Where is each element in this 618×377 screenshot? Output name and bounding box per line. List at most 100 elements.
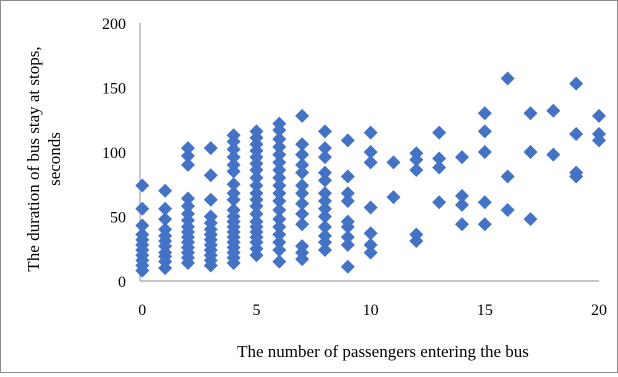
data-point <box>295 239 310 254</box>
data-point <box>180 199 195 214</box>
data-point <box>409 163 424 178</box>
data-point <box>295 186 310 201</box>
data-point <box>180 148 195 163</box>
data-points <box>135 71 606 278</box>
data-point <box>249 178 264 193</box>
y-axis-title-line-2: seconds <box>45 132 64 186</box>
data-point <box>295 196 310 211</box>
data-point <box>203 141 218 156</box>
data-point <box>295 157 310 172</box>
data-point <box>386 155 401 170</box>
data-point <box>523 145 538 159</box>
x-tick-label: 0 <box>138 302 146 319</box>
data-point <box>500 169 515 184</box>
data-point <box>203 168 218 183</box>
data-point <box>295 217 310 232</box>
data-point <box>317 228 332 243</box>
data-point <box>569 126 584 141</box>
data-point <box>272 178 287 193</box>
data-point <box>272 132 287 147</box>
data-point <box>272 147 287 162</box>
data-point <box>409 146 424 161</box>
data-point <box>317 150 332 165</box>
data-point <box>363 145 378 159</box>
data-point <box>180 206 195 221</box>
data-point <box>295 206 310 221</box>
data-point <box>272 227 287 242</box>
data-point <box>180 157 195 172</box>
data-point <box>249 124 264 139</box>
x-tick-label: 5 <box>252 302 260 319</box>
data-point <box>317 194 332 209</box>
data-point <box>546 147 561 162</box>
data-point <box>454 217 469 232</box>
data-point <box>272 243 287 258</box>
y-axis-title-line-1: The duration of bus stay at stops, <box>24 46 43 271</box>
data-point <box>295 165 310 180</box>
data-point <box>135 218 150 233</box>
y-tick-label: 200 <box>102 16 126 33</box>
data-point <box>477 217 492 232</box>
data-point <box>523 106 538 121</box>
data-point <box>363 155 378 170</box>
data-point <box>454 197 469 212</box>
data-point <box>226 177 241 192</box>
x-tick-label: 10 <box>363 302 379 319</box>
data-point <box>135 227 150 242</box>
data-point <box>158 183 173 198</box>
y-tick-label: 50 <box>110 210 126 227</box>
data-point <box>317 201 332 216</box>
y-tick-label: 100 <box>102 145 126 162</box>
data-point <box>340 186 355 201</box>
data-point <box>249 186 264 201</box>
data-point <box>272 170 287 185</box>
data-point <box>432 160 447 175</box>
data-point <box>317 124 332 139</box>
data-point <box>592 108 606 123</box>
data-point <box>317 209 332 224</box>
y-tick-labels: 0 50 100 150 200 <box>102 16 126 291</box>
data-point <box>363 245 378 260</box>
data-point <box>272 163 287 178</box>
data-point <box>500 71 515 86</box>
data-point <box>454 188 469 203</box>
data-point <box>272 235 287 250</box>
data-point <box>272 212 287 227</box>
data-point <box>363 226 378 241</box>
data-point <box>249 206 264 221</box>
data-point <box>295 108 310 123</box>
data-point <box>272 254 287 269</box>
x-tick-labels: 0 5 10 15 20 <box>138 302 607 319</box>
data-point <box>135 178 150 193</box>
data-point <box>386 190 401 205</box>
data-point <box>546 103 561 118</box>
data-point <box>454 150 469 165</box>
data-point <box>317 186 332 201</box>
data-point <box>272 194 287 209</box>
data-point <box>203 192 218 207</box>
data-point <box>272 139 287 154</box>
data-point <box>135 201 150 216</box>
data-point <box>295 178 310 193</box>
data-point <box>272 116 287 131</box>
x-tick-label: 15 <box>477 302 493 319</box>
data-point <box>180 141 195 156</box>
data-point <box>295 147 310 162</box>
data-point <box>226 128 241 143</box>
data-point <box>272 155 287 170</box>
y-tick-label: 0 <box>118 274 126 291</box>
data-point <box>226 157 241 172</box>
data-point <box>340 194 355 209</box>
data-point <box>477 106 492 121</box>
data-point <box>158 212 173 227</box>
data-point <box>272 219 287 234</box>
data-point <box>226 186 241 201</box>
data-point <box>226 142 241 157</box>
y-tick-label: 150 <box>102 81 126 98</box>
data-point <box>340 230 355 245</box>
data-point <box>569 76 584 91</box>
data-point <box>317 173 332 188</box>
data-point <box>340 133 355 148</box>
